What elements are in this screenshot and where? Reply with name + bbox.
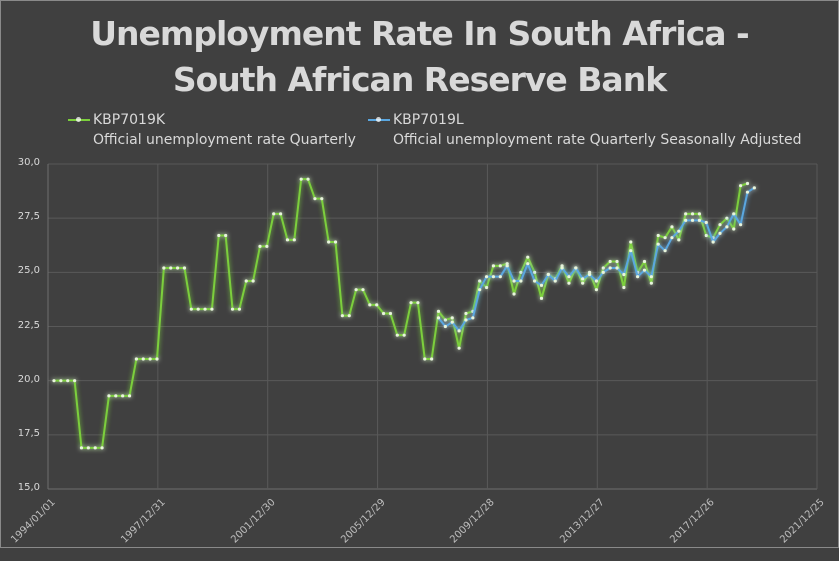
chart-title-line-2: South African Reserve Bank [172,60,667,99]
y-tick-label: 15,0 [17,482,40,493]
chart-title-line-1: Unemployment Rate In South Africa - [90,14,749,53]
y-tick-label: 20,0 [17,373,40,385]
legend-line-blue-icon [368,117,390,122]
legend-item-kbp7019l: KBP7019L Official unemployment rate Quar… [368,110,802,150]
y-tick-label: 22,5 [17,319,40,331]
y-tick-label: 30,0 [17,157,40,168]
y-tick-label: 25,0 [17,265,40,277]
legend-code: KBP7019K [93,112,166,128]
chart-frame [0,0,839,548]
y-tick-label: 17,5 [17,427,40,439]
series-kbp7019k [52,177,750,450]
plot-area [47,163,818,490]
legend-label: Official unemployment rate Quarterly [93,132,356,148]
series-kbp7019l [436,186,756,333]
y-tick-label: 27,5 [17,211,40,223]
legend-code: KBP7019L [393,112,464,128]
gridlines [47,163,818,490]
legend-label: Official unemployment rate Quarterly Sea… [393,132,802,148]
legend-item-kbp7019k: KBP7019K Official unemployment rate Quar… [68,110,356,150]
legend-line-green-icon [68,117,90,122]
